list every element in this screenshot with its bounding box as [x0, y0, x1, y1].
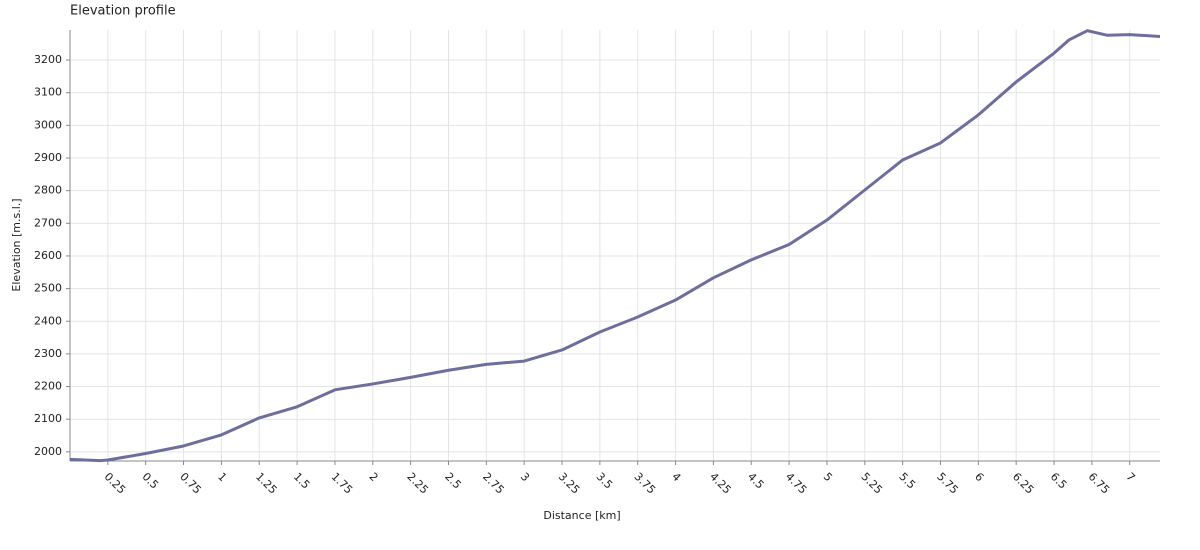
y-tick-label: 3000 [34, 118, 62, 131]
x-tick-label: 7 [1123, 470, 1137, 484]
x-tick-label: 6 [972, 470, 986, 484]
y-tick-label: 2700 [34, 216, 62, 229]
y-tick-label: 2100 [34, 412, 62, 425]
y-tick-label: 2300 [34, 347, 62, 360]
chart-title: Elevation profile [70, 4, 176, 19]
x-tick-label: 1.75 [329, 470, 356, 497]
x-tick-label: 5.75 [934, 470, 961, 497]
x-tick-label: 6.5 [1048, 470, 1070, 492]
x-tick-label: 5 [821, 470, 835, 484]
x-tick-label: 2.5 [442, 470, 464, 492]
x-tick-label: 5.5 [896, 470, 918, 492]
x-axis-label: Distance [km] [543, 509, 620, 522]
x-tick-label: 2.25 [404, 470, 431, 497]
y-tick-label: 2200 [34, 380, 62, 393]
x-tick-label: 4.25 [707, 470, 734, 497]
x-tick-label: 5.25 [859, 470, 886, 497]
y-tick-label: 3100 [34, 86, 62, 99]
x-tick-label: 0.25 [102, 470, 129, 497]
y-tick-label: 2600 [34, 249, 62, 262]
y-tick-label: 2800 [34, 184, 62, 197]
x-tick-label: 4.75 [783, 470, 810, 497]
y-axis-label: Elevation [m.s.l.] [10, 198, 23, 291]
x-tick-label: 3.75 [631, 470, 658, 497]
x-tick-label: 1 [215, 470, 229, 484]
y-tick-label: 2500 [34, 282, 62, 295]
x-tick-label: 0.5 [139, 470, 161, 492]
x-tick-label: 6.75 [1086, 470, 1113, 497]
y-tick-label: 2900 [34, 151, 62, 164]
x-tick-label: 4.5 [745, 470, 767, 492]
y-tick-label: 2000 [34, 445, 62, 458]
x-tick-label: 1.25 [253, 470, 280, 497]
y-tick-label: 3200 [34, 53, 62, 66]
x-tick-label: 3.25 [556, 470, 583, 497]
x-tick-label: 2 [367, 470, 381, 484]
elevation-line [69, 29, 1161, 463]
x-tick-label: 3.5 [594, 470, 616, 492]
x-tick-label: 4 [669, 470, 683, 484]
x-tick-label: 1.5 [291, 470, 313, 492]
x-tick-label: 6.25 [1010, 470, 1037, 497]
x-tick-label: 0.75 [177, 470, 204, 497]
y-tick-label: 2400 [34, 314, 62, 327]
x-tick-label: 3 [518, 470, 532, 484]
x-tick-label: 2.75 [480, 470, 507, 497]
